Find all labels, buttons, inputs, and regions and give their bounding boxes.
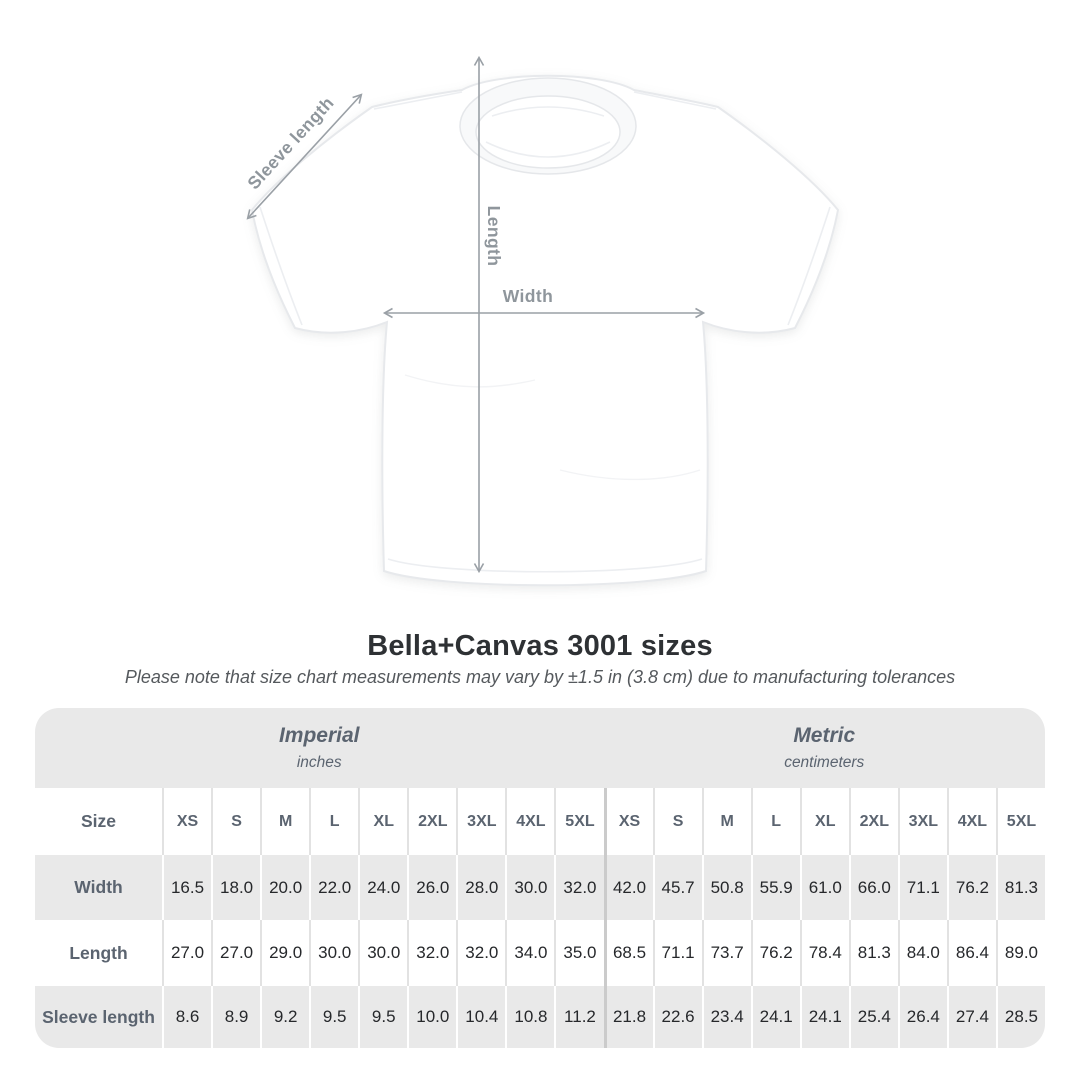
value-cell: 84.0 <box>897 920 947 986</box>
value-cell: 10.8 <box>505 986 555 1048</box>
col-header-imperial-2XL: 2XL <box>407 788 457 855</box>
value-cell: 24.1 <box>750 986 800 1048</box>
page-subtitle: Please note that size chart measurements… <box>124 667 956 687</box>
value-cell: 32.0 <box>554 855 604 920</box>
value-cell: 86.4 <box>946 920 996 986</box>
value-cell: 34.0 <box>505 920 555 986</box>
imperial-group-header: Imperial inches <box>35 708 604 788</box>
metric-group-name: Metric <box>793 724 856 747</box>
col-header-imperial-4XL: 4XL <box>505 788 555 855</box>
metric-group-header: Metric centimeters <box>603 708 1045 788</box>
value-cell: 10.4 <box>456 986 506 1048</box>
col-header-metric-5XL: 5XL <box>995 788 1045 855</box>
value-cell: 18.0 <box>211 855 261 920</box>
col-header-metric-M: M <box>701 788 751 855</box>
value-cell: 50.8 <box>701 855 751 920</box>
value-cell: 9.5 <box>358 986 408 1048</box>
value-cell: 20.0 <box>260 855 310 920</box>
value-cell: 30.0 <box>505 855 555 920</box>
tshirt-diagram: Length Width Sleeve length <box>243 55 840 587</box>
value-cell: 76.2 <box>946 855 996 920</box>
row-label-length: Length <box>35 920 162 986</box>
value-cell: 89.0 <box>995 920 1045 986</box>
value-cell: 16.5 <box>162 855 212 920</box>
tshirt-image <box>250 74 840 587</box>
sleeve-length-arrow <box>246 93 363 220</box>
metric-group-unit: centimeters <box>784 754 865 771</box>
value-cell: 21.8 <box>603 986 653 1048</box>
value-cell: 28.5 <box>995 986 1045 1048</box>
value-cell: 22.0 <box>309 855 359 920</box>
value-cell: 10.0 <box>407 986 457 1048</box>
value-cell: 30.0 <box>309 920 359 986</box>
value-cell: 76.2 <box>750 920 800 986</box>
width-arrow-label: Width <box>503 286 553 306</box>
value-cell: 71.1 <box>652 920 702 986</box>
value-cell: 81.3 <box>848 920 898 986</box>
value-cell: 45.7 <box>652 855 702 920</box>
value-cell: 32.0 <box>456 920 506 986</box>
value-cell: 30.0 <box>358 920 408 986</box>
value-cell: 26.4 <box>897 986 947 1048</box>
col-header-metric-XS: XS <box>603 788 653 855</box>
value-cell: 35.0 <box>554 920 604 986</box>
value-cell: 23.4 <box>701 986 751 1048</box>
row-label-width: Width <box>35 855 162 920</box>
value-cell: 27.4 <box>946 986 996 1048</box>
col-header-metric-L: L <box>750 788 800 855</box>
size-header-cell: Size <box>35 788 162 855</box>
collar <box>459 77 637 175</box>
value-cell: 26.0 <box>407 855 457 920</box>
value-cell: 61.0 <box>799 855 849 920</box>
value-cell: 81.3 <box>995 855 1045 920</box>
col-header-metric-XL: XL <box>799 788 849 855</box>
col-header-imperial-M: M <box>260 788 310 855</box>
col-header-imperial-XS: XS <box>162 788 212 855</box>
value-cell: 24.0 <box>358 855 408 920</box>
col-header-imperial-S: S <box>211 788 261 855</box>
value-cell: 55.9 <box>750 855 800 920</box>
value-cell: 28.0 <box>456 855 506 920</box>
value-cell: 32.0 <box>407 920 457 986</box>
value-cell: 27.0 <box>162 920 212 986</box>
value-cell: 11.2 <box>554 986 604 1048</box>
value-cell: 8.9 <box>211 986 261 1048</box>
value-cell: 22.6 <box>652 986 702 1048</box>
value-cell: 25.4 <box>848 986 898 1048</box>
col-header-metric-3XL: 3XL <box>897 788 947 855</box>
value-cell: 73.7 <box>701 920 751 986</box>
size-table: Imperial inches Metric centimeters Size X… <box>35 708 1045 1048</box>
col-header-metric-4XL: 4XL <box>946 788 996 855</box>
value-cell: 42.0 <box>603 855 653 920</box>
value-cell: 66.0 <box>848 855 898 920</box>
value-cell: 71.1 <box>897 855 947 920</box>
imperial-group-unit: inches <box>296 754 342 771</box>
value-cell: 9.5 <box>309 986 359 1048</box>
row-label-sleeve-length: Sleeve length <box>35 986 162 1048</box>
value-cell: 29.0 <box>260 920 310 986</box>
col-header-imperial-3XL: 3XL <box>456 788 506 855</box>
page-title: Bella+Canvas 3001 sizes <box>367 630 713 662</box>
col-header-imperial-L: L <box>309 788 359 855</box>
value-cell: 9.2 <box>260 986 310 1048</box>
value-cell: 8.6 <box>162 986 212 1048</box>
value-cell: 27.0 <box>211 920 261 986</box>
col-header-imperial-XL: XL <box>358 788 408 855</box>
value-cell: 78.4 <box>799 920 849 986</box>
value-cell: 68.5 <box>603 920 653 986</box>
value-cell: 24.1 <box>799 986 849 1048</box>
imperial-group-name: Imperial <box>278 724 360 747</box>
col-header-imperial-5XL: 5XL <box>554 788 604 855</box>
col-header-metric-2XL: 2XL <box>848 788 898 855</box>
length-arrow-label: Length <box>484 206 504 267</box>
col-header-metric-S: S <box>652 788 702 855</box>
